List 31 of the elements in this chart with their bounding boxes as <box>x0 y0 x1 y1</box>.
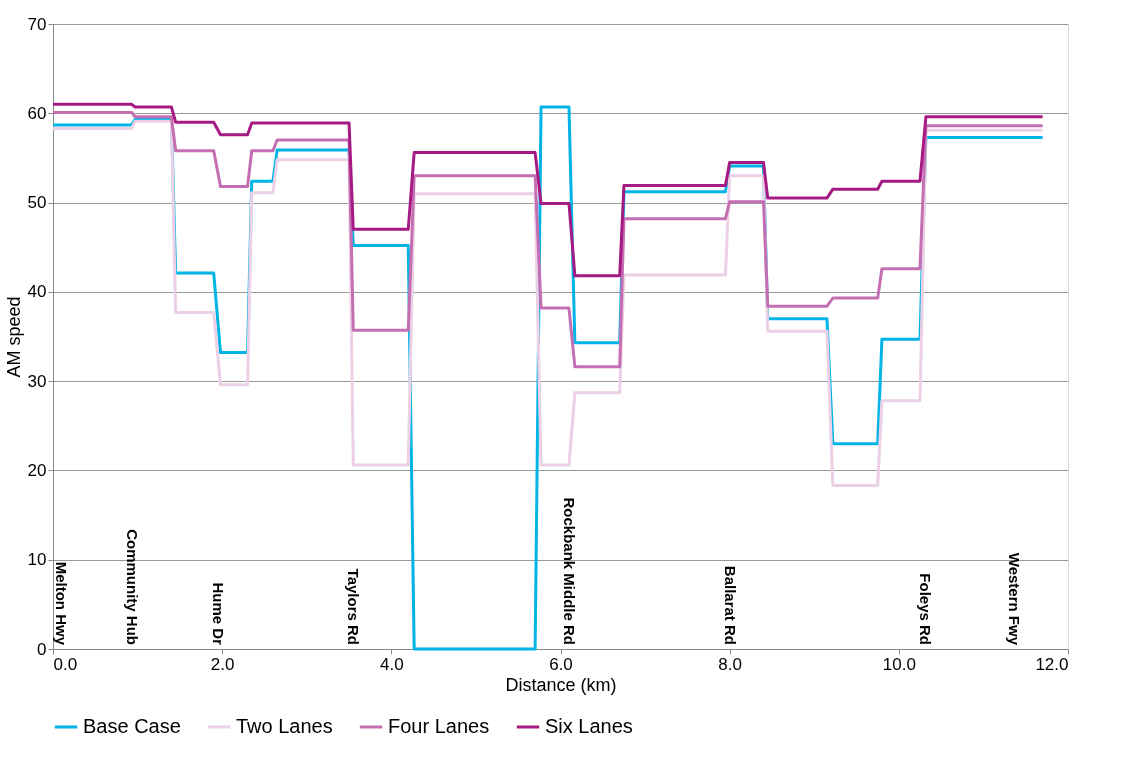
line-series <box>51 110 1045 369</box>
annotation: Western Fwy <box>1006 552 1023 646</box>
annotation: Ballarat Rd <box>722 565 739 645</box>
x-tick-label: 10.0 <box>882 654 916 674</box>
x-tick-label: 8.0 <box>718 654 742 674</box>
y-tick-label: 20 <box>27 460 47 480</box>
y-tick-label: 40 <box>27 282 47 302</box>
y-axis-title: AM speed <box>3 296 24 378</box>
annotation: Foleys Rd <box>917 573 934 645</box>
y-tick-label: 0 <box>37 639 47 659</box>
x-tick-label: 2.0 <box>210 654 235 674</box>
y-tick-label: 30 <box>27 371 47 391</box>
legend-label: Base Case <box>83 715 181 737</box>
x-axis-title: Distance (km) <box>505 674 617 695</box>
annotation: Community Hub <box>124 529 141 645</box>
x-tick-label: 6.0 <box>549 654 573 674</box>
y-tick-label: 10 <box>27 550 47 570</box>
x-tick-label: 0.0 <box>53 654 78 674</box>
annotation: Melton Hwy <box>53 561 70 646</box>
annotation: Taylors Rd <box>345 568 362 645</box>
legend-label: Four Lanes <box>388 715 490 737</box>
annotation: Hume Dr <box>210 582 227 646</box>
annotation: Rockbank Middle Rd <box>561 497 578 645</box>
x-tick-label: 12.0 <box>1035 654 1069 674</box>
legend-label: Six Lanes <box>545 715 633 737</box>
y-tick-label: 50 <box>27 193 47 213</box>
y-tick-label: 60 <box>27 103 47 123</box>
legend-label: Two Lanes <box>236 715 333 737</box>
y-tick-label: 70 <box>27 14 47 34</box>
x-tick-label: 4.0 <box>380 654 404 674</box>
line-series <box>51 102 1045 278</box>
